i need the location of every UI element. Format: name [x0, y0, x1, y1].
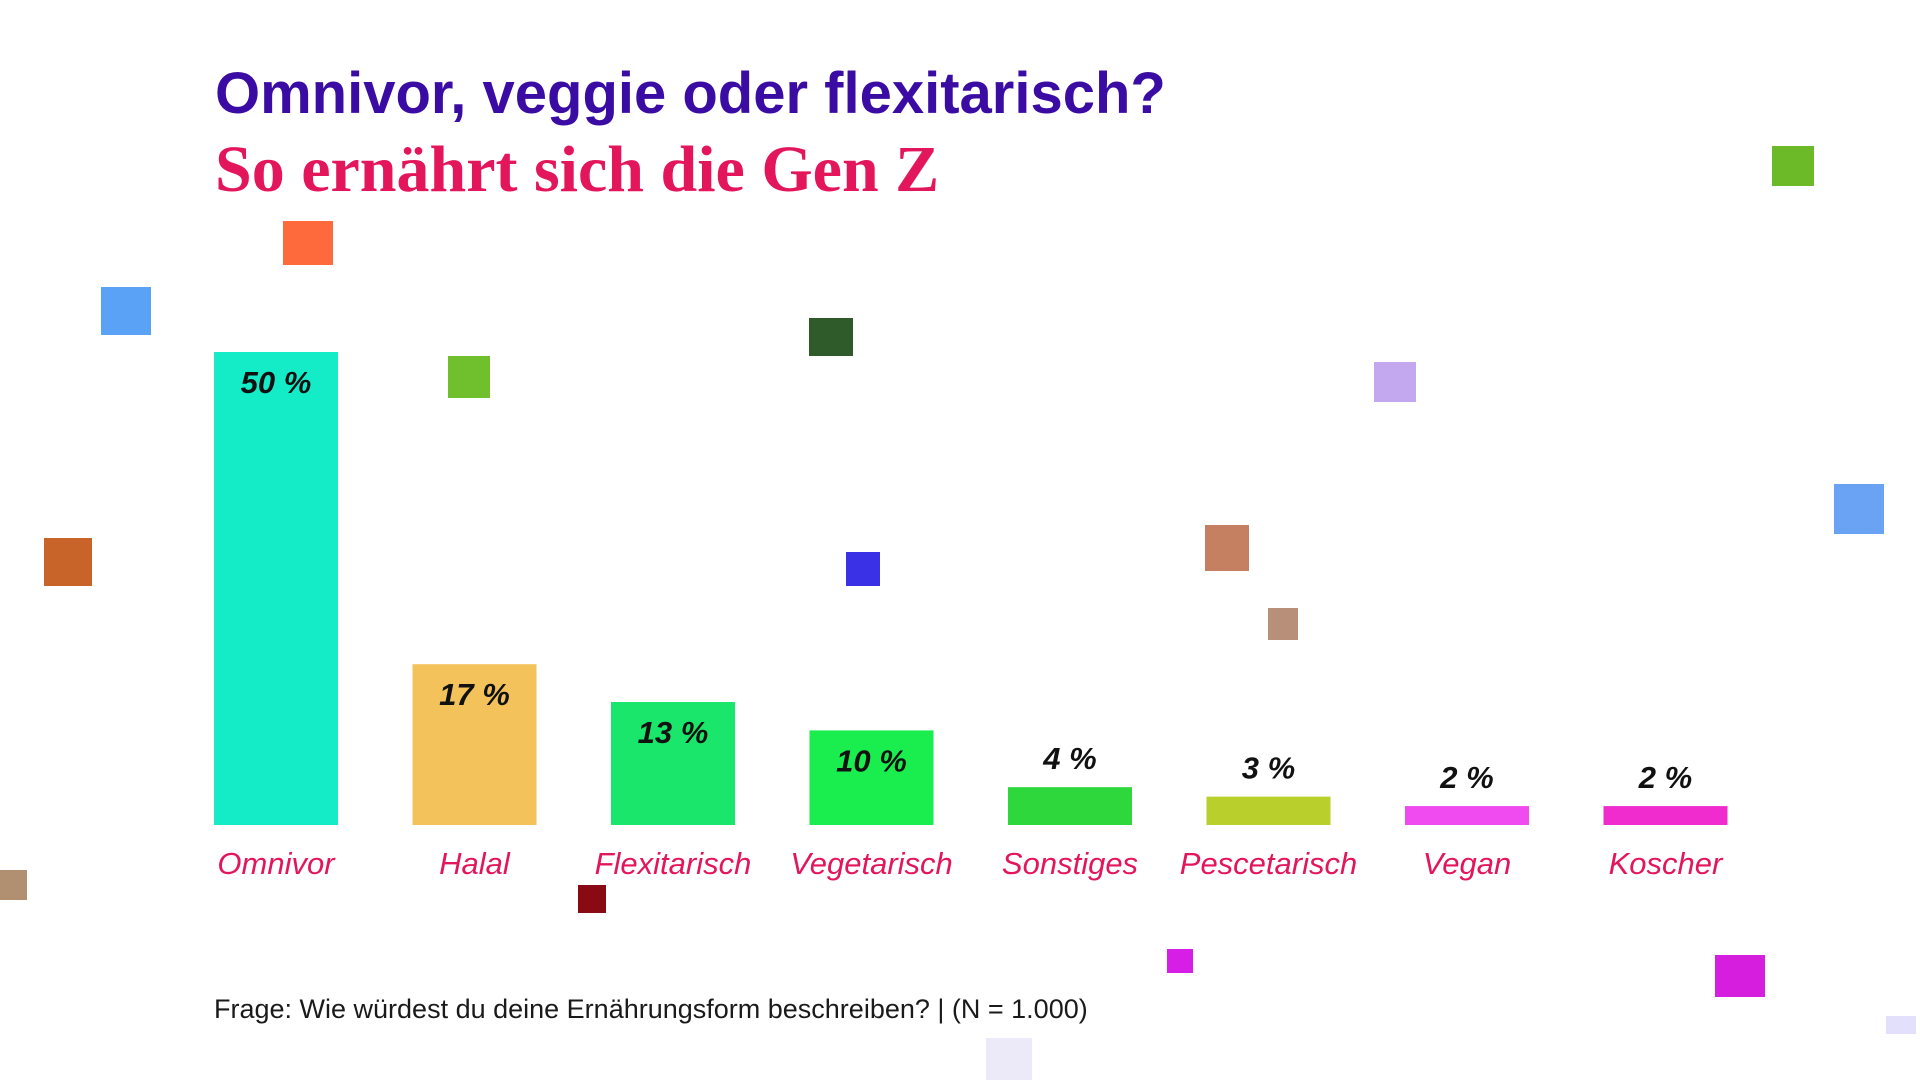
bar-vegan — [1405, 806, 1529, 825]
bar-chart: 50 % Omnivor 17 % Halal 13 % Flexitarisch 10 %… — [214, 352, 1728, 881]
confetti-square — [44, 538, 92, 586]
confetti-square — [1715, 955, 1765, 997]
value-label: 10 % — [836, 743, 907, 778]
chart-subtitle: So ernährt sich die Gen Z — [215, 133, 940, 206]
confetti-square — [1205, 525, 1249, 571]
confetti-square — [846, 552, 880, 586]
bar-flexitarisch — [611, 702, 735, 825]
bar-pescetarisch — [1206, 796, 1331, 825]
value-label: 13 % — [638, 715, 709, 750]
confetti-square — [809, 318, 853, 356]
value-label: 50 % — [241, 365, 312, 400]
category-label: Omnivor — [217, 846, 336, 881]
bar-omnivor — [214, 352, 338, 825]
confetti-square — [1268, 608, 1298, 640]
confetti-square — [0, 870, 27, 900]
category-label: Vegetarisch — [790, 846, 953, 881]
category-label: Sonstiges — [1002, 846, 1138, 881]
value-label: 4 % — [1042, 741, 1096, 776]
bar-koscher — [1603, 806, 1728, 825]
chart-title: Omnivor, veggie oder flexitarisch? — [215, 61, 1166, 126]
confetti-square — [1834, 484, 1884, 534]
confetti-square — [986, 1038, 1032, 1080]
confetti-square — [1886, 1016, 1916, 1034]
bar-vegetarisch — [809, 730, 934, 825]
category-label: Pescetarisch — [1180, 846, 1357, 881]
category-label: Vegan — [1423, 846, 1512, 881]
confetti-square — [283, 221, 333, 265]
bar-halal — [412, 664, 537, 825]
value-label: 2 % — [1638, 760, 1692, 795]
category-label: Flexitarisch — [595, 846, 752, 881]
confetti-square — [101, 287, 151, 335]
confetti-square — [1167, 949, 1193, 973]
confetti-square — [1374, 362, 1416, 402]
bar-sonstiges — [1008, 787, 1132, 825]
value-label: 3 % — [1242, 751, 1295, 786]
value-label: 2 % — [1439, 760, 1493, 795]
category-label: Halal — [439, 846, 511, 881]
confetti-square — [448, 356, 490, 398]
category-label: Koscher — [1609, 846, 1724, 881]
value-label: 17 % — [439, 677, 510, 712]
confetti-square — [1772, 146, 1814, 186]
survey-footnote: Frage: Wie würdest du deine Ernährungsfo… — [214, 994, 1088, 1024]
confetti-square — [578, 885, 606, 913]
